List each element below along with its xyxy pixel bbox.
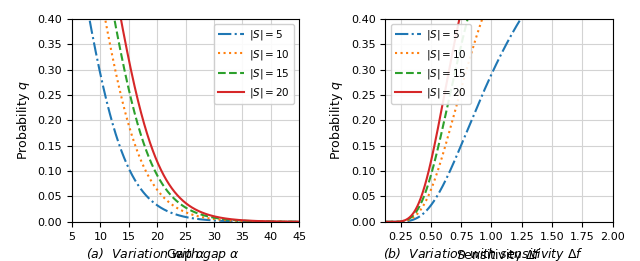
$|S| = 15$: [250, 220, 257, 223]
$|S| =  5$: [482, 86, 490, 89]
$|S| =  5$: [474, 105, 481, 108]
Y-axis label: Probability $q$: Probability $q$: [15, 80, 32, 161]
X-axis label: Sensitivity $\Delta f$: Sensitivity $\Delta f$: [456, 247, 542, 261]
$|S| = 15$: [224, 218, 232, 221]
$|S| = 20$: [245, 219, 253, 222]
$|S| = 10$: [168, 203, 176, 206]
Legend: $|S| =  5$, $|S| = 10$, $|S| = 15$, $|S| = 20$: $|S| = 5$, $|S| = 10$, $|S| = 15$, $|S| …: [214, 24, 294, 104]
$|S| = 20$: [224, 217, 232, 220]
Line: $|S| =  5$: $|S| = 5$: [72, 0, 299, 222]
Line: $|S| = 15$: $|S| = 15$: [385, 0, 612, 222]
$|S| = 10$: [474, 32, 481, 35]
$|S| =  5$: [224, 220, 232, 223]
$|S| =  5$: [168, 212, 176, 215]
$|S| = 15$: [245, 220, 253, 223]
$|S| = 20$: [168, 187, 176, 190]
$|S| = 20$: [381, 220, 389, 223]
$|S| = 15$: [381, 220, 389, 223]
Y-axis label: Probability $q$: Probability $q$: [328, 80, 346, 161]
$|S| = 15$: [160, 185, 168, 188]
$|S| = 15$: [168, 195, 176, 198]
$|S| = 10$: [250, 220, 257, 223]
$|S| = 10$: [295, 220, 303, 223]
$|S| = 15$: [405, 217, 413, 221]
$|S| = 20$: [250, 219, 257, 222]
X-axis label: Gap $\alpha$: Gap $\alpha$: [166, 247, 205, 261]
$|S| =  5$: [250, 220, 257, 223]
$|S| = 10$: [405, 218, 413, 222]
$|S| = 10$: [224, 219, 232, 222]
$|S| =  5$: [92, 48, 99, 51]
$|S| = 10$: [160, 196, 168, 199]
Line: $|S| = 20$: $|S| = 20$: [385, 0, 612, 222]
$|S| = 10$: [381, 220, 389, 223]
$|S| = 20$: [295, 220, 303, 223]
$|S| =  5$: [160, 208, 168, 211]
Line: $|S| = 20$: $|S| = 20$: [72, 0, 299, 222]
Line: $|S| = 10$: $|S| = 10$: [72, 0, 299, 222]
$|S| = 10$: [482, 8, 490, 11]
$|S| = 20$: [405, 217, 413, 220]
$|S| =  5$: [295, 220, 303, 223]
Line: $|S| = 15$: $|S| = 15$: [72, 0, 299, 222]
$|S| = 20$: [160, 174, 168, 177]
Line: $|S| = 10$: $|S| = 10$: [385, 0, 612, 222]
$|S| =  5$: [381, 220, 389, 223]
$|S| = 15$: [295, 220, 303, 223]
$|S| = 10$: [245, 220, 253, 223]
$|S| =  5$: [245, 220, 253, 223]
$|S| =  5$: [405, 219, 413, 222]
Text: (a)  Variation with gap $\alpha$: (a) Variation with gap $\alpha$: [86, 246, 240, 261]
Text: (b)  Variation with sensitivity $\Delta f$: (b) Variation with sensitivity $\Delta f…: [383, 246, 584, 261]
Legend: $|S| =  5$, $|S| = 10$, $|S| = 15$, $|S| = 20$: $|S| = 5$, $|S| = 10$, $|S| = 15$, $|S| …: [390, 24, 471, 104]
Line: $|S| =  5$: $|S| = 5$: [385, 0, 612, 222]
